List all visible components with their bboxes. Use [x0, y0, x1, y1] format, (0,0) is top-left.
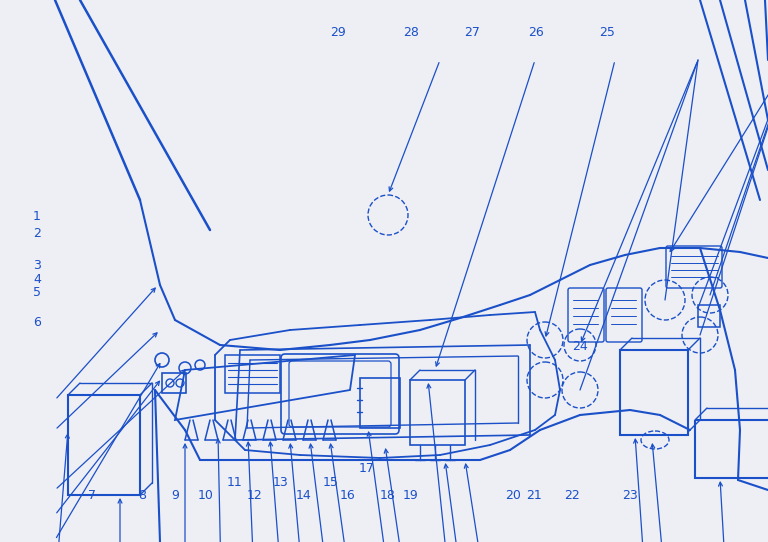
Text: 20: 20 — [505, 489, 521, 502]
Text: 1: 1 — [33, 210, 41, 223]
Text: 11: 11 — [227, 476, 242, 489]
Text: 23: 23 — [622, 489, 637, 502]
Text: 24: 24 — [572, 340, 588, 353]
Text: 14: 14 — [296, 489, 311, 502]
Text: 9: 9 — [171, 489, 179, 502]
Text: 2: 2 — [33, 227, 41, 240]
Text: 15: 15 — [323, 476, 338, 489]
Text: 22: 22 — [564, 489, 580, 502]
Text: 28: 28 — [403, 26, 419, 39]
Text: 21: 21 — [526, 489, 541, 502]
Text: 6: 6 — [33, 316, 41, 329]
Text: 27: 27 — [465, 26, 480, 39]
Text: 26: 26 — [528, 26, 544, 39]
Text: 12: 12 — [247, 489, 263, 502]
Text: 19: 19 — [403, 489, 419, 502]
Text: 17: 17 — [359, 462, 375, 475]
Text: 5: 5 — [33, 286, 41, 299]
Text: 4: 4 — [33, 273, 41, 286]
Text: 16: 16 — [340, 489, 356, 502]
Text: 18: 18 — [380, 489, 396, 502]
Text: 10: 10 — [198, 489, 214, 502]
Text: 8: 8 — [138, 489, 146, 502]
Text: 3: 3 — [33, 259, 41, 272]
Text: 25: 25 — [599, 26, 614, 39]
Text: 13: 13 — [273, 476, 288, 489]
Text: 29: 29 — [330, 26, 346, 39]
Text: 7: 7 — [88, 489, 96, 502]
